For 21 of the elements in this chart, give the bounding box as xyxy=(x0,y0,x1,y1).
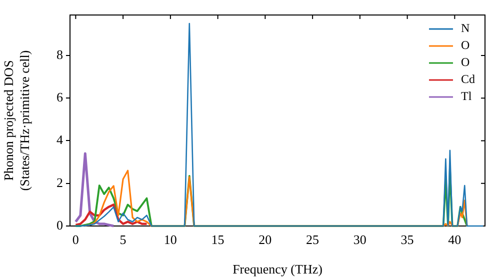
x-tick-label: 20 xyxy=(258,232,272,248)
x-tick-label: 35 xyxy=(400,232,414,248)
x-tick-label: 5 xyxy=(120,232,126,248)
legend-label: O xyxy=(460,55,470,70)
x-tick-label: 15 xyxy=(211,232,224,248)
legend-label: O xyxy=(460,38,470,52)
y-tick-label: 8 xyxy=(56,46,63,62)
x-tick-label: 40 xyxy=(448,232,462,248)
y-tick-label: 0 xyxy=(56,217,63,232)
x-tick-label: 10 xyxy=(164,232,177,248)
x-axis-title: Frequency (THz) xyxy=(232,262,322,277)
legend-label: Tl xyxy=(460,89,472,104)
y-tick-label: 4 xyxy=(56,132,64,148)
x-tick-label: 0 xyxy=(72,232,79,248)
legend-label: N xyxy=(460,21,470,36)
y-tick-label: 2 xyxy=(56,174,63,190)
y-tick-label: 6 xyxy=(56,90,64,105)
x-tick-label: 25 xyxy=(306,232,320,248)
legend-label: Cd xyxy=(460,72,476,86)
x-tick-label: 30 xyxy=(353,232,366,248)
y-axis-title: Phonon projected DOS (States/THz·primitive cell) xyxy=(1,50,32,191)
